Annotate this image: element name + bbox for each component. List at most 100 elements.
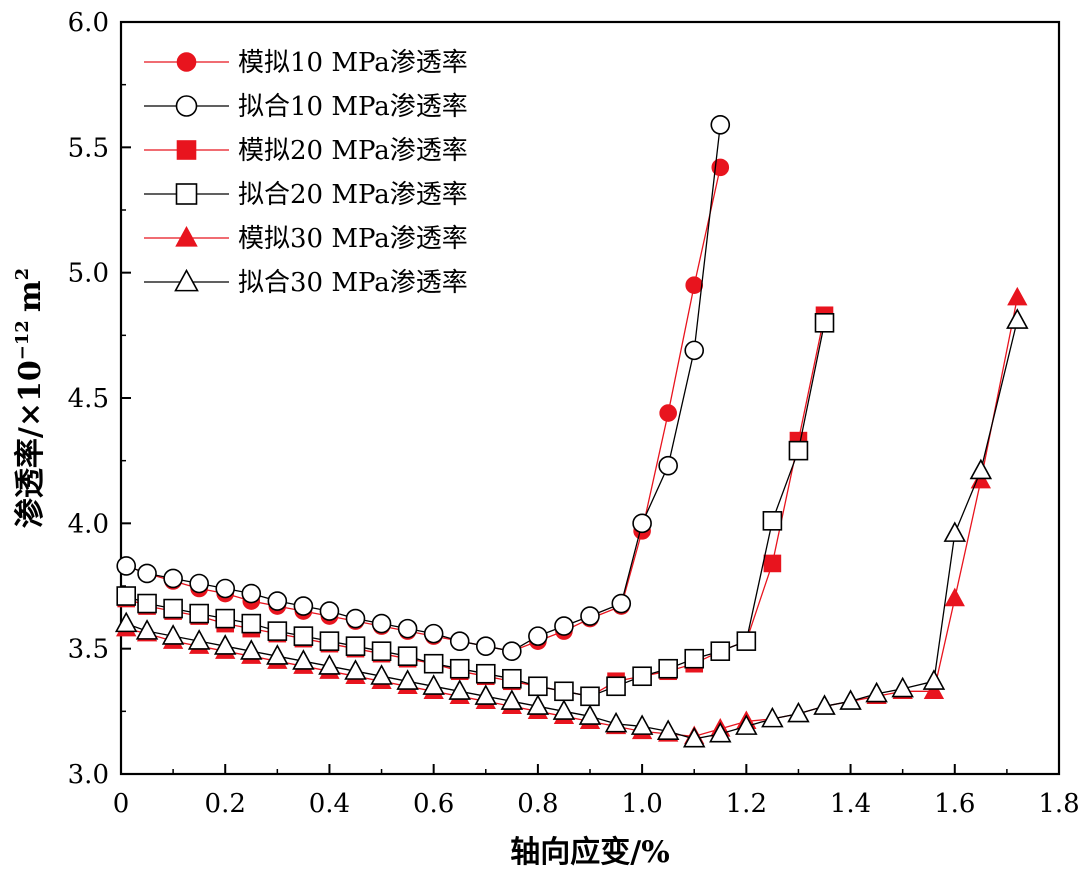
data-point	[240, 639, 263, 660]
legend-item: 拟合10 MPa渗透率	[144, 92, 468, 122]
x-tick-label: 1.0	[621, 789, 662, 819]
data-point	[554, 616, 574, 636]
data-point	[116, 586, 137, 606]
data-point	[293, 596, 314, 616]
y-axis-title: 渗透率/×10−12 m2	[12, 268, 48, 528]
data-point	[292, 649, 315, 670]
legend-marker	[176, 140, 197, 160]
data-point	[137, 563, 157, 584]
data-point	[684, 340, 705, 361]
legend-marker	[174, 268, 199, 292]
data-point	[396, 669, 419, 690]
data-point	[449, 658, 470, 679]
data-point	[658, 455, 678, 476]
data-point	[891, 676, 914, 698]
data-point	[923, 680, 945, 699]
data-point	[215, 578, 236, 599]
data-point	[554, 681, 574, 702]
data-point	[475, 636, 496, 656]
data-point	[580, 606, 600, 626]
data-point	[500, 689, 524, 710]
data-point	[630, 714, 654, 735]
series-4	[116, 312, 835, 707]
data-point	[578, 704, 602, 725]
x-tick-label: 1.6	[934, 789, 975, 819]
data-point	[969, 458, 993, 480]
data-point	[552, 699, 576, 720]
data-point	[944, 587, 965, 607]
y-axis-title-main: 渗透率/×10	[13, 360, 48, 528]
data-point	[1006, 308, 1029, 329]
data-point	[474, 684, 498, 705]
data-point	[344, 659, 367, 680]
data-point	[943, 521, 967, 542]
legend-marker	[175, 183, 198, 205]
data-point	[528, 626, 548, 646]
x-tick-label: 0.4	[309, 789, 350, 819]
data-point	[632, 513, 652, 534]
data-point	[345, 636, 366, 656]
y-tick-label: 4.5	[68, 384, 109, 414]
data-point	[397, 618, 418, 639]
legend-label: 模拟10 MPa渗透率	[238, 48, 468, 78]
data-point	[241, 583, 262, 604]
legend-item: 模拟30 MPa渗透率	[144, 224, 468, 254]
legend-marker	[176, 52, 197, 72]
data-point	[632, 666, 652, 687]
legend-marker	[175, 95, 198, 117]
y-tick-label: 5.5	[68, 133, 109, 163]
x-tick-label: 0.6	[413, 789, 454, 819]
series-line	[125, 320, 1018, 740]
data-point	[137, 593, 157, 614]
data-point	[241, 613, 262, 634]
series-line	[125, 315, 826, 697]
series-layer	[114, 114, 1029, 748]
x-tick-label: 0.8	[517, 789, 558, 819]
series-6	[114, 308, 1029, 748]
legend-item: 模拟10 MPa渗透率	[144, 48, 468, 78]
legend-label: 拟合10 MPa渗透率	[238, 92, 468, 122]
plot-area-border	[119, 20, 1061, 776]
data-point	[814, 312, 835, 333]
x-tick-label: 0	[113, 789, 130, 819]
data-point	[710, 641, 731, 661]
data-point	[761, 706, 784, 728]
data-point	[502, 641, 522, 661]
x-tick-label: 1.4	[830, 789, 871, 819]
data-point	[658, 658, 678, 679]
series-line	[126, 297, 1018, 738]
data-point	[604, 711, 628, 733]
data-point	[709, 721, 732, 743]
data-point	[114, 611, 138, 633]
data-point	[580, 686, 600, 707]
data-point	[189, 603, 209, 624]
data-point	[656, 719, 680, 740]
data-point	[659, 404, 677, 422]
data-point	[116, 556, 137, 576]
data-point	[215, 608, 236, 629]
data-point	[213, 634, 237, 655]
data-point	[762, 511, 783, 531]
y-tick-label: 3.5	[68, 635, 109, 665]
data-point	[135, 619, 159, 640]
data-point	[839, 689, 862, 710]
data-point	[606, 676, 626, 697]
data-point	[397, 646, 418, 666]
y-tick-label: 6.0	[68, 8, 109, 38]
series-line	[125, 322, 826, 697]
data-point	[266, 644, 289, 665]
data-point	[267, 591, 288, 611]
legend-marker	[175, 225, 198, 247]
data-point	[475, 663, 496, 684]
y-tick-label: 3.0	[68, 760, 109, 790]
data-point	[736, 631, 757, 651]
data-point	[319, 601, 340, 621]
data-point	[710, 114, 731, 135]
data-point	[1007, 286, 1028, 306]
legend-label: 拟合30 MPa渗透率	[238, 268, 468, 298]
data-point	[370, 664, 393, 685]
plot-frame	[119, 20, 1061, 776]
x-axis: 0 0.2 0.4 0.6 0.8 1.0 1.2 1.4 1.6 1.8	[113, 764, 1080, 819]
data-point	[611, 593, 632, 614]
